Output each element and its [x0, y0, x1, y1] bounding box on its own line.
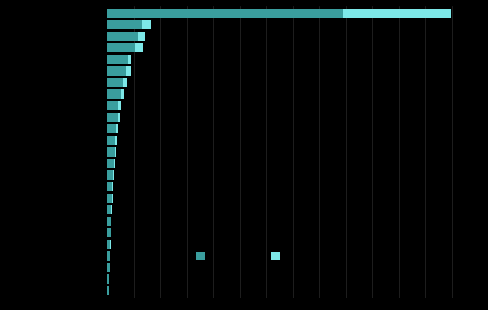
Bar	[126, 66, 131, 76]
Bar	[107, 217, 111, 226]
Bar	[107, 193, 112, 203]
Bar	[107, 55, 127, 64]
Bar	[107, 274, 109, 284]
Bar	[107, 286, 109, 295]
Bar	[107, 136, 116, 145]
Bar	[344, 8, 451, 18]
Bar	[107, 66, 126, 76]
Bar	[116, 136, 117, 145]
Bar	[139, 32, 145, 41]
Bar	[121, 90, 124, 99]
Bar	[107, 228, 111, 237]
Bar	[196, 252, 205, 260]
Bar	[107, 170, 113, 180]
Bar	[107, 147, 115, 157]
Bar	[107, 263, 110, 272]
Bar	[107, 78, 123, 87]
Bar	[117, 124, 118, 133]
Bar	[119, 101, 121, 110]
Bar	[107, 32, 139, 41]
Bar	[107, 43, 135, 52]
Bar	[142, 20, 151, 29]
Bar	[123, 78, 127, 87]
Bar	[107, 124, 117, 133]
Bar	[113, 170, 114, 180]
Bar	[107, 20, 142, 29]
Bar	[107, 113, 118, 122]
Bar	[270, 252, 280, 260]
Bar	[107, 101, 119, 110]
Bar	[107, 159, 114, 168]
Bar	[127, 55, 131, 64]
Bar	[107, 251, 110, 261]
Bar	[112, 193, 113, 203]
Bar	[118, 113, 120, 122]
Bar	[107, 182, 113, 191]
Bar	[115, 147, 116, 157]
Bar	[107, 205, 111, 214]
Bar	[107, 8, 344, 18]
Bar	[107, 240, 110, 249]
Bar	[135, 43, 143, 52]
Bar	[107, 90, 121, 99]
Bar	[114, 159, 115, 168]
